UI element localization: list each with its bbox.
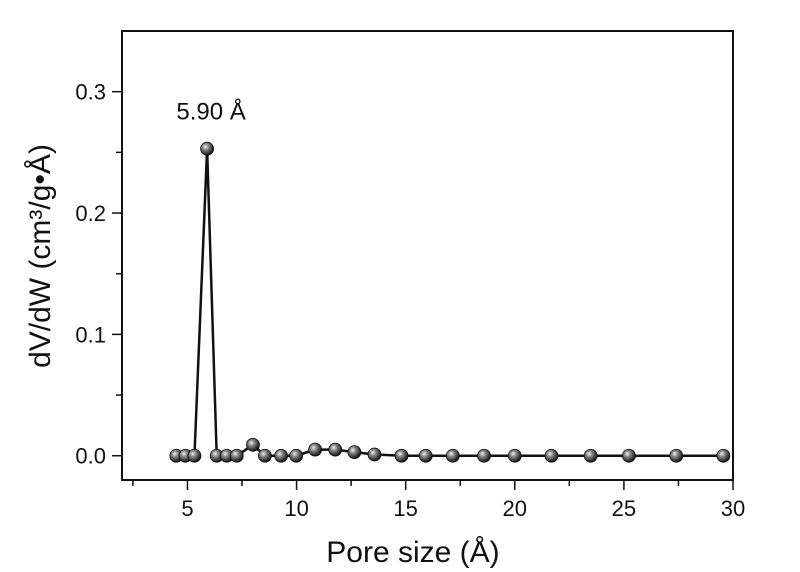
data-point bbox=[367, 447, 382, 462]
data-point bbox=[200, 141, 215, 156]
plot-frame bbox=[121, 30, 734, 481]
data-point bbox=[583, 448, 598, 463]
data-point bbox=[544, 448, 559, 463]
x-tick-label: 5 bbox=[181, 496, 193, 521]
data-point bbox=[622, 448, 636, 463]
data-point bbox=[289, 448, 304, 463]
x-tick-label: 20 bbox=[503, 496, 527, 521]
y-axis-title: dV/dW (cm³/g•Å) bbox=[24, 144, 57, 368]
series-line bbox=[176, 148, 724, 457]
data-point bbox=[229, 448, 244, 463]
data-point bbox=[477, 448, 491, 463]
x-tick-label: 15 bbox=[393, 496, 417, 521]
y-tick-label: 0.1 bbox=[75, 322, 106, 347]
series-pore-size bbox=[169, 141, 731, 463]
x-tick-label: 10 bbox=[284, 496, 308, 521]
data-point bbox=[507, 448, 522, 463]
data-point bbox=[274, 448, 288, 463]
y-tick-label: 0.3 bbox=[75, 80, 106, 105]
data-point bbox=[669, 448, 684, 463]
data-point bbox=[394, 448, 409, 463]
y-axis: 0.0 0.1 0.2 0.3 bbox=[75, 80, 122, 469]
data-point bbox=[445, 448, 460, 463]
data-point bbox=[328, 442, 343, 457]
data-point bbox=[246, 437, 260, 452]
data-point bbox=[258, 448, 272, 463]
data-point bbox=[308, 442, 323, 457]
x-tick-label: 30 bbox=[721, 496, 745, 521]
y-tick-label: 0.0 bbox=[75, 444, 106, 469]
data-point bbox=[418, 448, 433, 463]
x-axis: 5 10 15 20 25 30 bbox=[132, 480, 745, 521]
x-axis-title: Pore size (Å) bbox=[326, 536, 499, 569]
peak-annotation: 5.90 Å bbox=[176, 98, 245, 126]
data-point bbox=[187, 448, 202, 463]
y-tick-label: 0.2 bbox=[75, 201, 106, 226]
x-tick-label: 25 bbox=[612, 496, 636, 521]
data-point bbox=[347, 445, 362, 459]
data-point bbox=[716, 448, 731, 463]
